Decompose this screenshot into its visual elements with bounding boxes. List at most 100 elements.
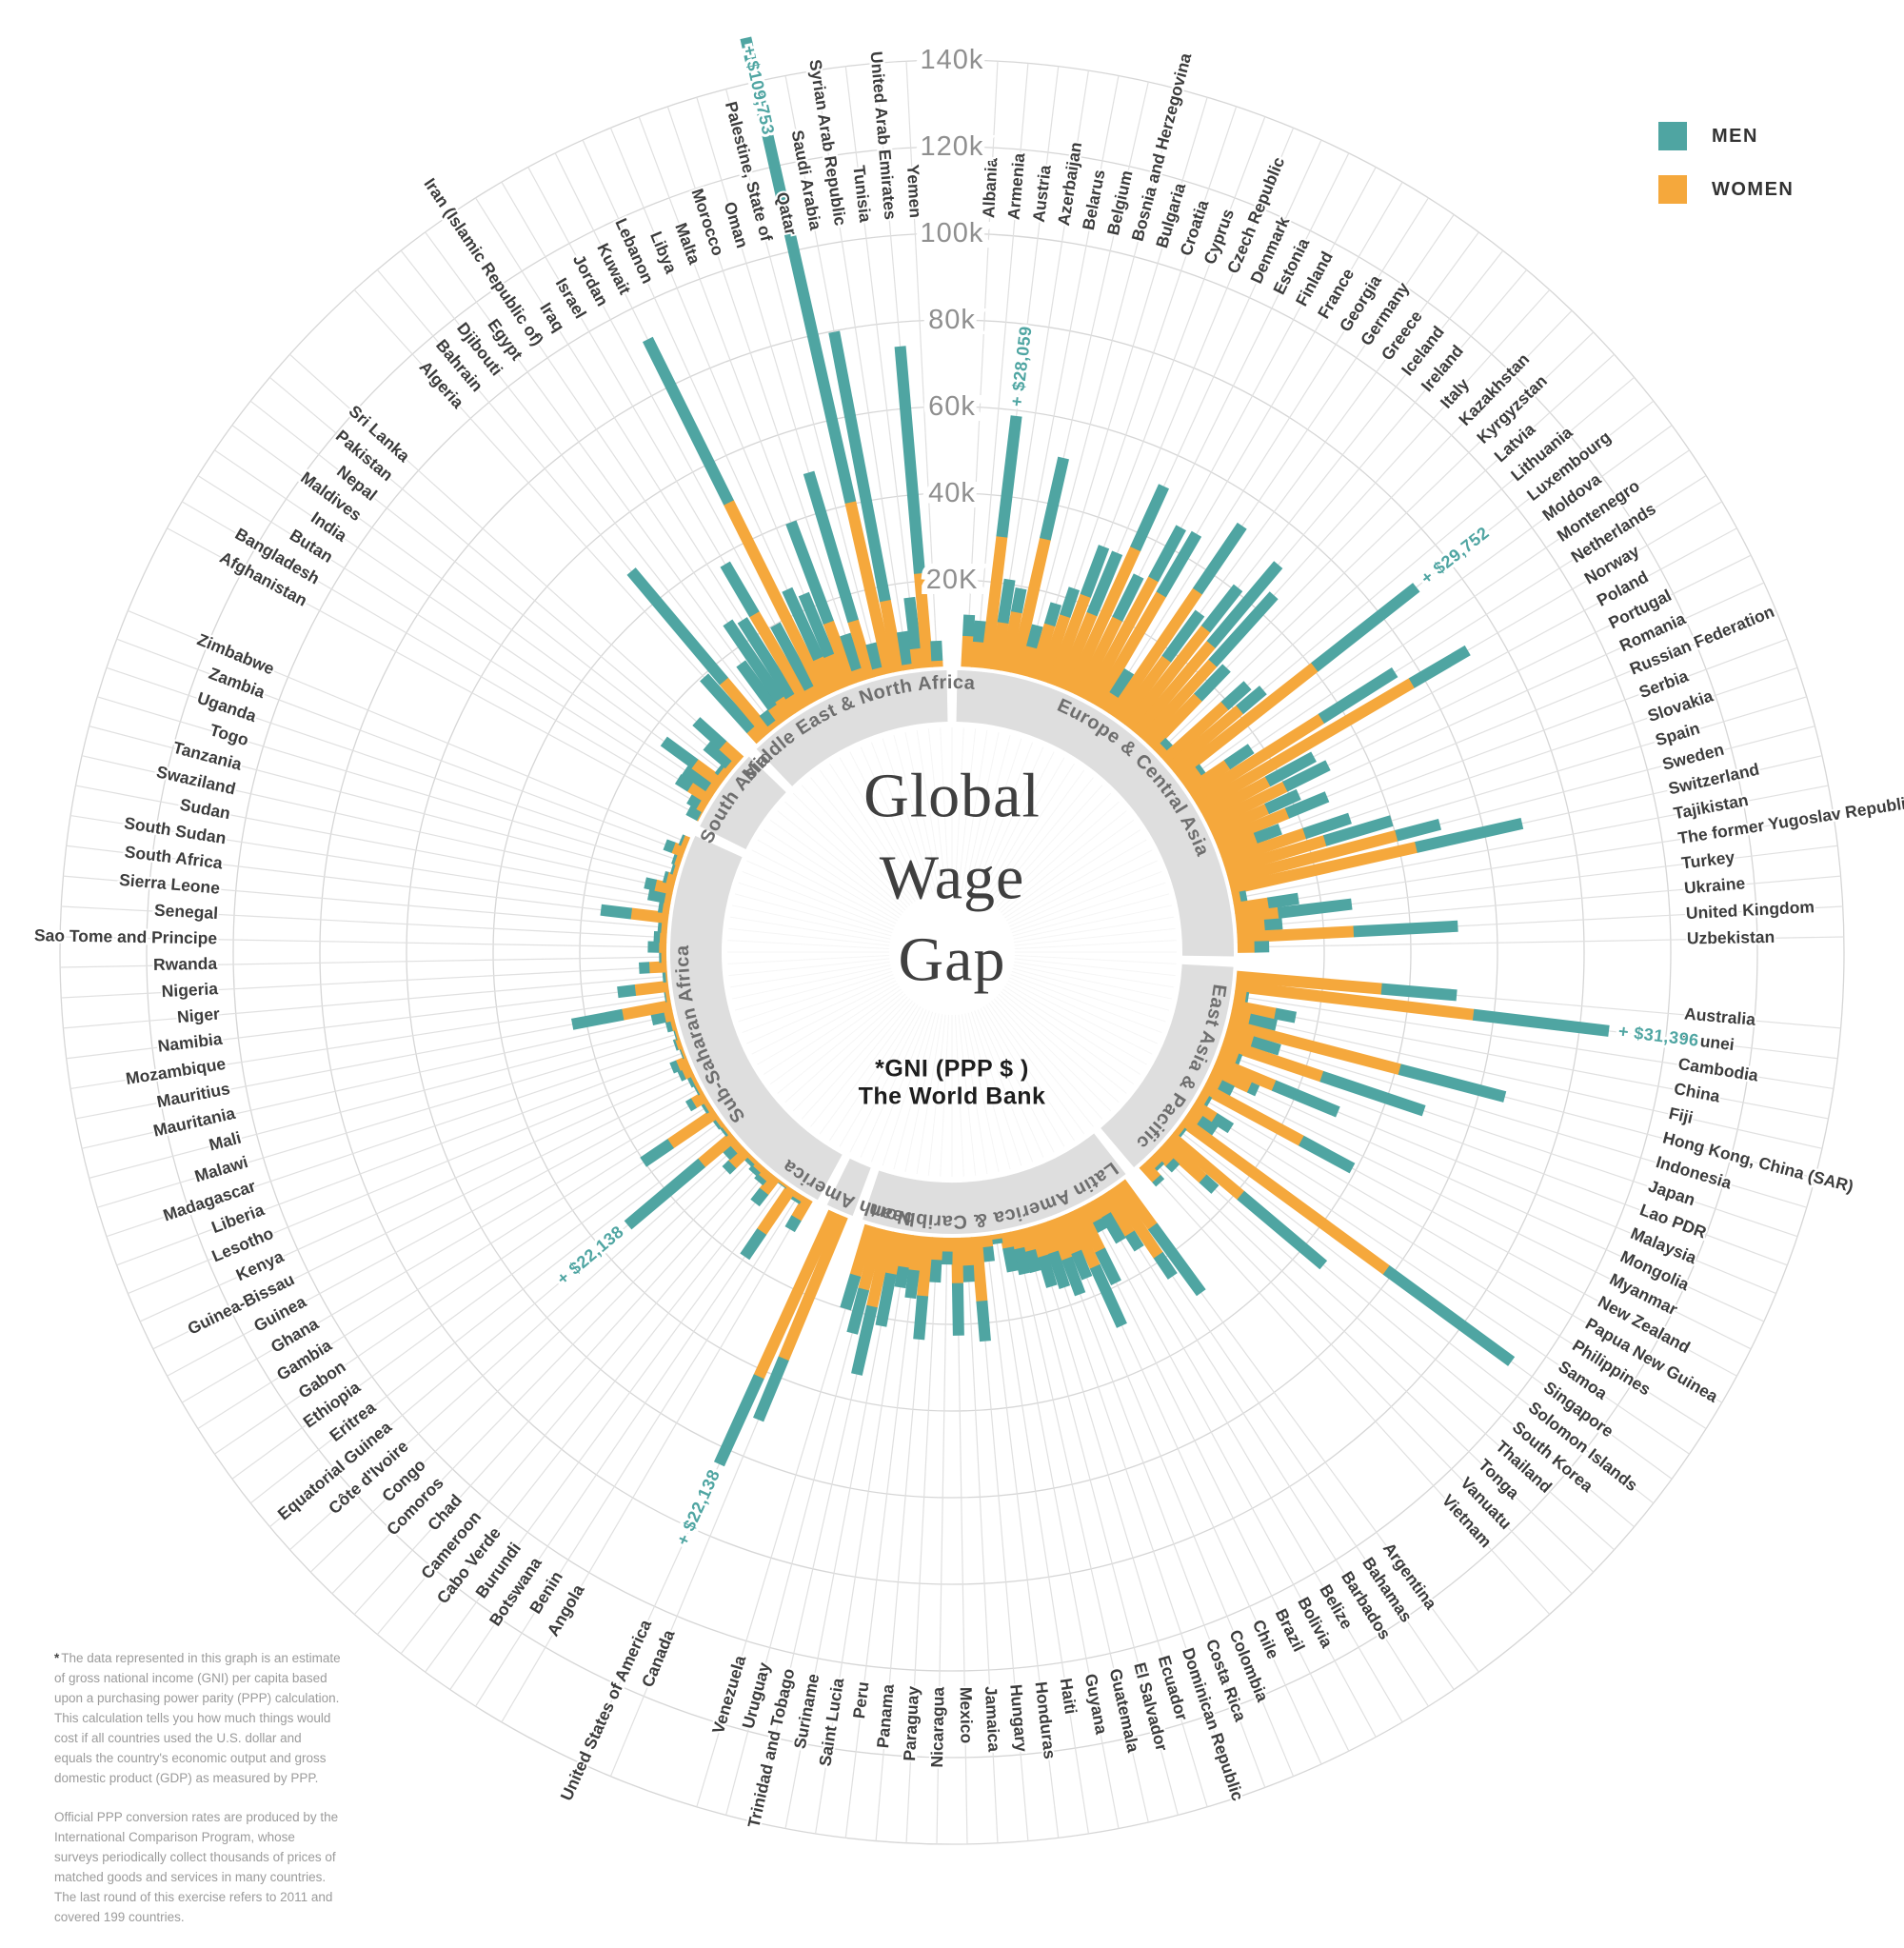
bar-women-Haiti	[996, 1234, 997, 1239]
axis-tick-40k: 40k	[928, 478, 976, 508]
country-label-United Kingdom: United Kingdom	[1685, 897, 1815, 923]
bar-men-Honduras	[987, 1247, 989, 1262]
legend-women-label: WOMEN	[1712, 179, 1794, 201]
gap-callout-Brunei: + $31,396	[1617, 1022, 1700, 1050]
bar-men-Vietnam	[1157, 1179, 1160, 1183]
bar-women-Chad	[756, 1164, 761, 1169]
bar-men-Sri Lanka	[696, 722, 723, 745]
bar-women-Nepal	[721, 770, 727, 775]
gap-callout-Austria: + $28,059	[1007, 325, 1036, 407]
bar-men-Nigeria	[639, 967, 649, 968]
chart-title-line-1: Global	[859, 755, 1046, 837]
bar-men-Armenia	[979, 621, 981, 642]
bar-men-Albania	[968, 615, 969, 636]
bar-women-Côte d'Ivoire	[733, 1143, 740, 1149]
footnote: *The data represented in this graph is a…	[54, 1649, 342, 1948]
bar-women-Gabon	[670, 1113, 716, 1144]
bar-men-Haiti	[997, 1239, 998, 1243]
bar-men-Tanzania	[664, 877, 667, 878]
bar-men-Benin	[795, 1199, 797, 1202]
bar-women-Mozambique	[665, 996, 669, 997]
bar-men-Mauritius	[572, 1015, 623, 1024]
country-label-Armenia: Armenia	[1003, 152, 1028, 221]
bar-women-Canada	[783, 1216, 843, 1359]
bar-women-Syrian Arab Republic	[907, 664, 908, 669]
country-label-Uzbekistan: Uzbekistan	[1687, 927, 1775, 948]
bar-men-Saint Lucia	[900, 1267, 902, 1288]
axis-tick-20K: 20K	[926, 565, 979, 595]
country-label-Paraguay: Paraguay	[900, 1685, 922, 1761]
bar-men-Kyrgyzstan	[1164, 742, 1170, 747]
bar-men-El Salvador	[1030, 1250, 1036, 1271]
bar-women-Guinea	[697, 1088, 701, 1090]
bar-men-Panama	[919, 1296, 922, 1340]
bar-women-Morocco	[857, 669, 861, 682]
bar-women-Singapore	[1182, 1121, 1386, 1270]
bar-women-South Africa	[631, 914, 668, 919]
bar-men-Tunisia	[909, 598, 915, 649]
bar-men-Sweden	[1397, 825, 1440, 836]
bar-men-Tonga	[1169, 1163, 1176, 1168]
bar-women-United States of America	[759, 1212, 834, 1377]
bar-men-Sudan	[648, 894, 664, 897]
legend-row-women: WOMEN	[1658, 175, 1794, 204]
bar-men-Myanmar	[1220, 1085, 1232, 1091]
country-label-Australia: Australia	[1683, 1004, 1756, 1028]
bar-women-Djibouti	[772, 723, 776, 727]
bar-men-Bulgaria	[1050, 604, 1057, 625]
bar-men-Gambia	[704, 1107, 706, 1109]
bar-men-The former Yugoslav Republic	[1268, 899, 1299, 904]
bar-women-Vanuatu	[1150, 1158, 1158, 1166]
bar-women-Togo	[674, 869, 679, 870]
footnote-text-1: The data represented in this graph is an…	[54, 1651, 341, 1785]
bar-men-Denmark	[1136, 487, 1164, 549]
bar-women-The former Yugoslav Republic	[1234, 904, 1268, 909]
bar-men-Ethiopia	[716, 1123, 719, 1125]
bar-men-Madagascar	[675, 1044, 677, 1045]
bar-men-Germany	[1198, 526, 1242, 591]
bar-men-Venezuela	[845, 1275, 856, 1308]
men-color-swatch-icon	[1658, 122, 1687, 150]
country-label-Honduras: Honduras	[1031, 1680, 1060, 1760]
bar-men-Burundi	[782, 1184, 783, 1185]
bar-women-South Sudan	[663, 907, 670, 908]
bar-women-Fiji	[1231, 1015, 1250, 1020]
bar-men-Guatemala	[1019, 1248, 1024, 1274]
country-label-Senegal: Senegal	[154, 901, 219, 923]
axis-tick-140k: 140k	[921, 45, 984, 75]
bar-women-Guatemala	[1015, 1231, 1019, 1249]
bar-men-Tajikistan	[1240, 896, 1247, 897]
bar-women-Panama	[922, 1237, 927, 1297]
country-label-Hungary: Hungary	[1006, 1683, 1031, 1753]
bar-women-Honduras	[986, 1236, 987, 1247]
bar-women-Ukraine	[1237, 925, 1265, 928]
bar-men-Moldova	[1199, 768, 1202, 771]
center-title-block: Global Wage Gap *GNI (PPP $ ) The World …	[859, 755, 1046, 1110]
bar-women-Saint Lucia	[903, 1234, 908, 1267]
bar-men-Brunei	[1474, 1015, 1609, 1031]
bar-men-Maldives	[664, 742, 695, 765]
bar-women-Benin	[796, 1194, 800, 1200]
bar-men-Bosnia and Herzegovina	[1032, 626, 1038, 647]
bar-women-Albania	[966, 636, 968, 667]
bar-women-Uganda	[676, 859, 682, 861]
bar-men-Yemen	[936, 641, 937, 661]
gap-callout-United States of America: + $22,138	[673, 1466, 724, 1548]
country-label-China: China	[1673, 1079, 1722, 1106]
bar-men-Butan	[678, 779, 690, 786]
legend-men-label: MEN	[1712, 126, 1758, 148]
country-label-Jamaica: Jamaica	[982, 1685, 1004, 1752]
bar-men-Zambia	[665, 845, 674, 847]
bar-men-Mali	[666, 1025, 671, 1026]
bar-women-Gambia	[705, 1104, 710, 1107]
bar-men-Angola	[790, 1218, 797, 1229]
bar-men-Namibia	[618, 990, 636, 992]
bar-men-Syrian Arab Republic	[902, 632, 907, 665]
bar-women-Hungary	[977, 1237, 982, 1302]
footnote-paragraph-1: *The data represented in this graph is a…	[54, 1649, 342, 1788]
bar-women-Sierra Leone	[661, 927, 667, 928]
country-label-Guyana: Guyana	[1081, 1672, 1112, 1736]
country-label-Mexico: Mexico	[957, 1687, 977, 1744]
legend: MEN WOMEN	[1658, 122, 1794, 229]
bar-women-Madagascar	[676, 1044, 681, 1045]
